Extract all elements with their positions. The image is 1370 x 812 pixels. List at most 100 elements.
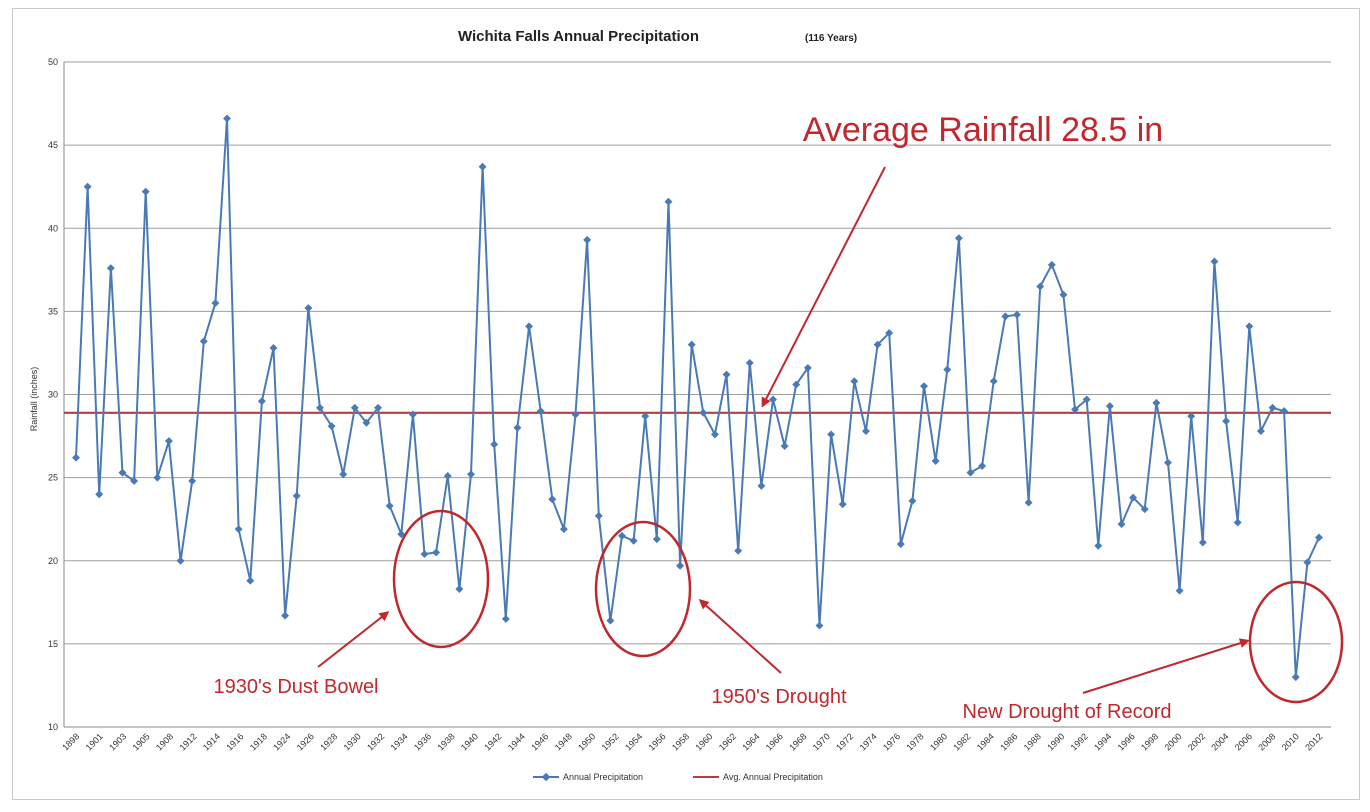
x-tick-label: 1956	[646, 731, 667, 752]
data-point	[1198, 538, 1207, 547]
data-point	[199, 337, 208, 346]
data-point	[734, 546, 743, 555]
x-tick-label: 1990	[1045, 731, 1066, 752]
arrow-average	[761, 166, 886, 408]
data-point	[966, 468, 975, 477]
legend-label-annual: Annual Precipitation	[563, 772, 643, 782]
data-point	[1245, 322, 1254, 331]
data-point	[1164, 458, 1172, 467]
x-tick-label: 2000	[1162, 731, 1183, 752]
x-tick-label: 1898	[60, 731, 81, 752]
data-point	[1105, 402, 1114, 411]
data-point	[234, 525, 243, 534]
x-tick-label: 1930	[342, 731, 363, 752]
x-tick-label: 1905	[131, 731, 152, 752]
x-tick-label: 1982	[951, 731, 972, 752]
data-point	[1152, 398, 1161, 407]
data-point	[664, 197, 673, 206]
x-tick-label: 1962	[717, 731, 738, 752]
data-point	[362, 418, 371, 427]
data-point	[908, 496, 917, 505]
x-tick-label: 1986	[998, 731, 1019, 752]
x-tick-label: 1996	[1116, 731, 1137, 752]
data-point	[1303, 558, 1312, 567]
data-point	[1024, 498, 1033, 507]
annotation-average-rainfall: Average Rainfall 28.5 in	[803, 111, 1163, 149]
circle-1950s-drought	[594, 520, 692, 658]
data-point	[815, 621, 824, 630]
legend-label-average: Avg. Annual Precipitation	[723, 772, 823, 782]
arrow-dust-bowl	[317, 611, 390, 668]
y-tick-label: 25	[48, 473, 58, 483]
data-point	[106, 264, 115, 273]
data-point	[618, 531, 626, 540]
chart-frame: Wichita Falls Annual Precipitation (116 …	[12, 8, 1360, 800]
data-point	[931, 457, 940, 465]
data-point	[536, 407, 545, 416]
y-tick-label: 10	[48, 722, 58, 732]
data-point	[745, 358, 754, 367]
chart-subtitle: (116 Years)	[805, 33, 857, 44]
data-point	[408, 410, 417, 419]
data-point	[141, 187, 150, 196]
x-tick-label: 2004	[1209, 731, 1230, 752]
y-tick-label: 30	[48, 390, 58, 400]
data-point	[583, 235, 592, 244]
data-point	[153, 473, 162, 482]
data-point	[513, 423, 522, 432]
data-point	[1291, 673, 1300, 682]
y-tick-label: 20	[48, 556, 58, 566]
data-point	[443, 472, 452, 480]
data-point	[350, 403, 359, 412]
data-point	[292, 491, 301, 500]
data-point	[559, 525, 568, 534]
x-tick-label: 2006	[1233, 731, 1254, 752]
circle-new-drought	[1248, 580, 1344, 704]
data-point	[571, 410, 580, 419]
x-tick-label: 1970	[811, 731, 832, 752]
data-point	[420, 550, 429, 559]
x-tick-label: 2008	[1256, 731, 1277, 752]
data-point	[861, 427, 870, 436]
data-point	[1187, 412, 1196, 421]
precipitation-chart: Wichita Falls Annual Precipitation (116 …	[29, 28, 1344, 782]
x-tick-label: 1926	[295, 731, 316, 752]
x-tick-label: 1903	[107, 731, 128, 752]
data-point	[629, 536, 638, 545]
x-tick-label: 1952	[600, 731, 621, 752]
data-point	[1059, 290, 1068, 299]
data-point	[699, 408, 708, 417]
data-point	[490, 440, 499, 449]
y-tick-label: 50	[48, 57, 58, 67]
x-tick-label: 1944	[506, 731, 527, 752]
y-tick-label: 40	[48, 223, 58, 233]
data-point	[1280, 407, 1289, 416]
data-point	[722, 370, 731, 379]
x-tick-label: 2012	[1303, 731, 1324, 752]
grid-layer	[63, 61, 1331, 728]
data-point	[1222, 417, 1231, 426]
x-tick-label: 1950	[576, 731, 597, 752]
data-point	[83, 182, 92, 191]
data-point	[757, 481, 766, 490]
data-point	[989, 377, 998, 386]
data-point	[1013, 310, 1021, 319]
data-point	[1117, 520, 1126, 529]
x-tick-label: 1958	[670, 731, 691, 752]
data-point	[385, 501, 394, 510]
data-point	[827, 430, 836, 439]
data-point	[943, 365, 952, 374]
data-point	[1047, 260, 1056, 269]
x-tick-label: 1960	[693, 731, 714, 752]
x-tick-label: 1974	[858, 731, 879, 752]
data-point	[594, 511, 603, 520]
x-tick-label: 1948	[553, 731, 574, 752]
legend: Annual Precipitation Avg. Annual Precipi…	[533, 772, 823, 782]
data-point	[1175, 586, 1184, 595]
data-point	[339, 470, 348, 479]
x-tick-label: 1918	[248, 731, 269, 752]
data-point	[304, 304, 313, 313]
y-axis-label: Rainfall (inches)	[29, 367, 39, 432]
data-point	[72, 453, 80, 462]
legend-marker-annual	[541, 772, 551, 782]
